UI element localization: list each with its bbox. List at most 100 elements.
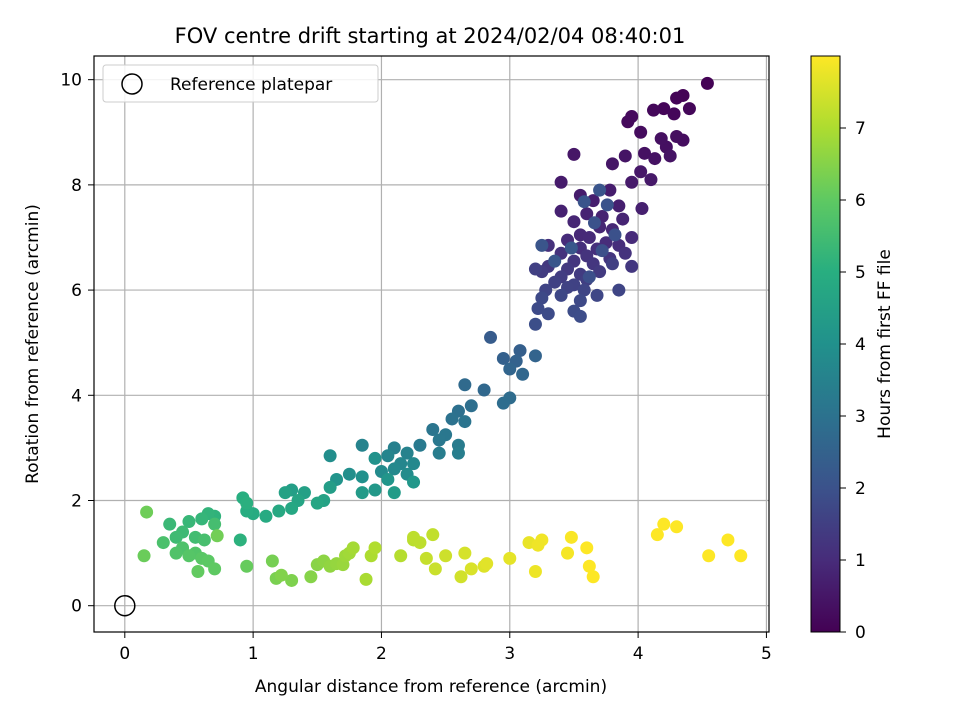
data-point [464,399,478,413]
data-point [265,554,279,568]
data-point [368,483,382,497]
data-point [274,568,288,582]
data-point [590,288,604,302]
data-point [608,228,622,242]
legend-open-circle-marker [121,73,143,95]
data-point [355,438,369,452]
data-point [561,546,575,560]
data-point [355,486,369,500]
data-point [484,330,498,344]
data-point [625,259,639,273]
data-point [381,472,395,486]
x-tick-label: 5 [761,644,772,664]
data-point [528,349,542,363]
data-point [650,528,664,542]
data-point [625,230,639,244]
data-point [634,165,648,179]
data-point [541,307,555,321]
data-point [400,446,414,460]
data-point [657,517,671,531]
legend-box [102,64,379,103]
data-point [612,283,626,297]
data-point [439,549,453,563]
data-point [359,572,373,586]
data-point [464,562,478,576]
data-point [240,496,254,510]
data-point [605,257,619,271]
data-point [580,541,594,555]
data-point [496,396,510,410]
data-point [621,115,635,129]
data-point [163,517,177,531]
x-tick-label: 1 [248,644,259,664]
y-axis-label: Rotation from reference (arcmin) [23,204,43,484]
data-point [573,309,587,323]
data-point [635,202,649,216]
colorbar-tick-label: 2 [855,479,866,499]
data-point [638,146,652,160]
data-point [548,254,562,268]
x-axis-label: Angular distance from reference (arcmin) [255,677,607,697]
data-point [407,530,421,544]
data-point [208,562,222,576]
data-point [564,241,578,255]
y-tick-label: 2 [71,491,82,511]
data-point [426,422,440,436]
x-tick-label: 3 [504,644,515,664]
colorbar-label: Hours from first FF file [875,249,895,439]
colorbar-tick-label: 1 [855,551,866,571]
data-point [670,91,684,105]
data-point [407,475,421,489]
data-point [387,486,401,500]
data-point [516,367,530,381]
data-point [595,244,609,258]
data-point [577,195,591,209]
data-point [342,467,356,481]
data-point [272,504,286,518]
data-point [259,509,273,523]
data-point [191,565,205,579]
data-point [381,449,395,463]
data-point [702,549,716,563]
data-point [528,565,542,579]
data-point [169,530,183,544]
data-point [670,520,684,534]
colorbar-ticks: 0 1 2 3 4 5 6 7 [840,119,866,643]
data-point [458,378,472,392]
data-point [278,486,292,500]
x-tick-label: 2 [376,644,387,664]
data-point [721,533,735,547]
data-point [670,129,684,143]
data-point [573,294,587,308]
data-point [197,533,211,547]
data-point [496,351,510,365]
data-point [593,265,607,279]
data-point [413,438,427,452]
x-tick-label: 4 [633,644,644,664]
data-point [419,551,433,565]
data-point [580,207,594,221]
y-tick-label: 6 [71,281,82,301]
data-point [618,246,632,260]
colorbar-tick-label: 4 [855,335,866,355]
data-point [587,216,601,230]
data-point [210,529,224,543]
data-point [503,362,517,376]
data-point [554,175,568,189]
x-axis-ticks: 0 1 2 3 4 5 [119,632,772,664]
data-point [323,480,337,494]
data-point [734,549,748,563]
data-point [531,301,545,315]
data-point [480,557,494,571]
data-point [458,415,472,429]
data-point [285,501,299,515]
data-point [156,536,170,550]
data-point [567,215,581,229]
data-point [368,451,382,465]
reference-marker [114,594,136,617]
colorbar-tick-label: 7 [855,119,866,139]
data-point [605,157,619,171]
data-point [593,183,607,197]
data-point [648,152,662,166]
